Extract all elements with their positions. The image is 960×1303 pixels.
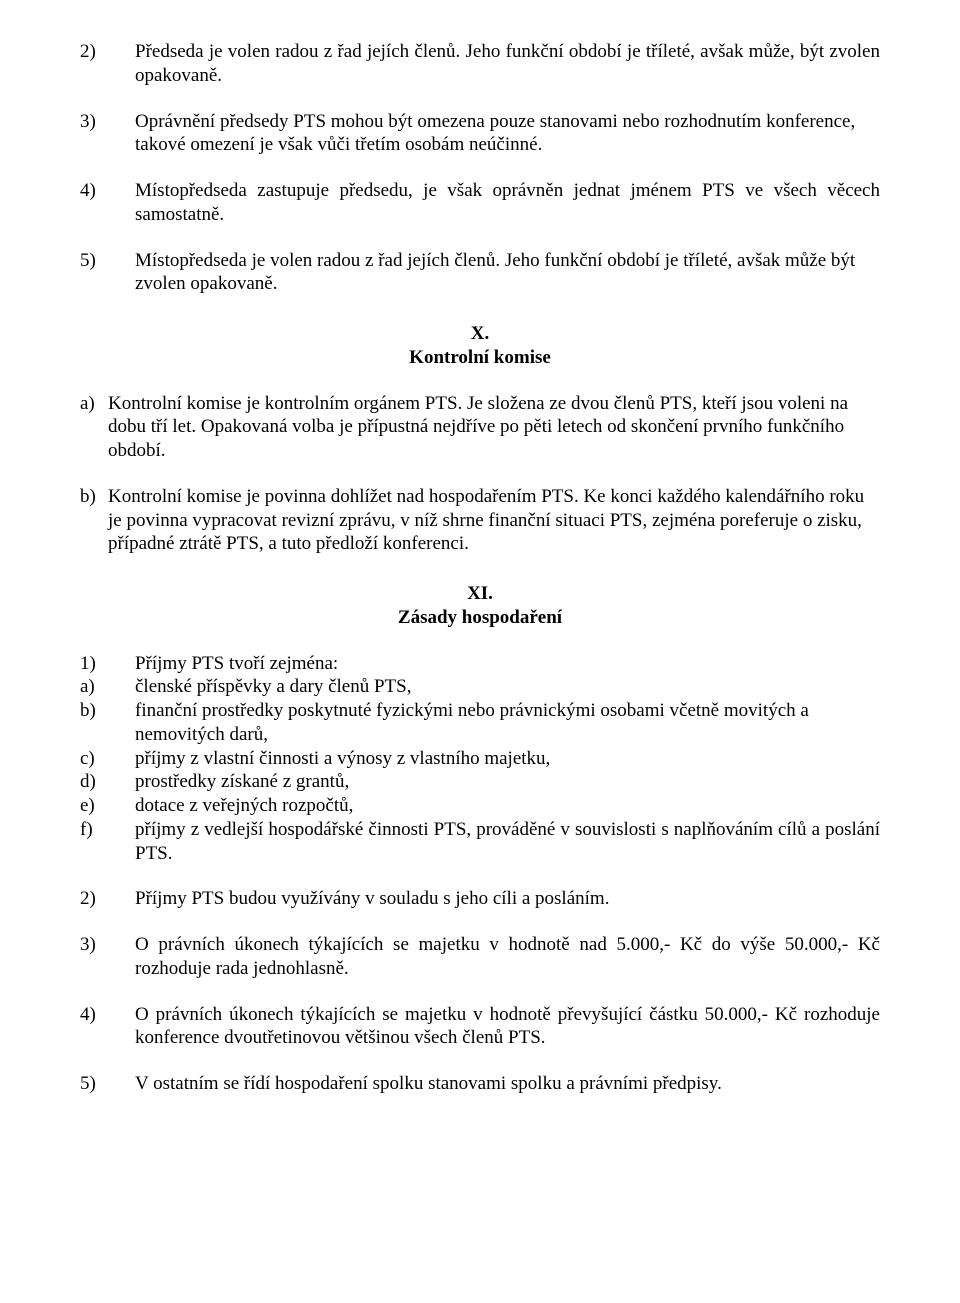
item-number: 3)	[80, 933, 135, 981]
item-text: Místopředseda je volen radou z řad jejíc…	[135, 249, 880, 297]
numbered-item: 3)Oprávnění předsedy PTS mohou být omeze…	[80, 110, 880, 158]
numbered-item: 4)Místopředseda zastupuje předsedu, je v…	[80, 179, 880, 227]
item-letter: b)	[80, 699, 135, 747]
section-x-title: Kontrolní komise	[80, 346, 880, 370]
section-x-heading: X. Kontrolní komise	[80, 322, 880, 370]
numbered-item: 5)V ostatním se řídí hospodaření spolku …	[80, 1072, 880, 1096]
numbered-item: 3)O právních úkonech týkajících se majet…	[80, 933, 880, 981]
section-xi-roman: XI.	[80, 582, 880, 606]
item-text: Kontrolní komise je povinna dohlížet nad…	[108, 485, 880, 556]
letter-item: e)dotace z veřejných rozpočtů,	[80, 794, 880, 818]
item-text: Příjmy PTS tvoří zejména:	[135, 652, 880, 676]
item-number: 5)	[80, 249, 135, 297]
item-text: Příjmy PTS budou využívány v souladu s j…	[135, 887, 880, 911]
letter-item: d)prostředky získané z grantů,	[80, 770, 880, 794]
item-text: Kontrolní komise je kontrolním orgánem P…	[108, 392, 880, 463]
xi-rest: 2)Příjmy PTS budou využívány v souladu s…	[80, 887, 880, 1096]
item-number: 2)	[80, 887, 135, 911]
item-number: 1)	[80, 652, 135, 676]
item-number: 4)	[80, 1003, 135, 1051]
numbered-item: 1)Příjmy PTS tvoří zejména:	[80, 652, 880, 676]
items-top: 2)Předseda je volen radou z řad jejích č…	[80, 40, 880, 296]
item-text: O právních úkonech týkajících se majetku…	[135, 933, 880, 981]
letter-item: b)Kontrolní komise je povinna dohlížet n…	[80, 485, 880, 556]
item-letter: d)	[80, 770, 135, 794]
item-number: 5)	[80, 1072, 135, 1096]
item-text: příjmy z vlastní činnosti a výnosy z vla…	[135, 747, 880, 771]
item-text: dotace z veřejných rozpočtů,	[135, 794, 880, 818]
numbered-item: 5)Místopředseda je volen radou z řad jej…	[80, 249, 880, 297]
section-xi-title: Zásady hospodaření	[80, 606, 880, 630]
numbered-item: 2)Příjmy PTS budou využívány v souladu s…	[80, 887, 880, 911]
section-xi-heading: XI. Zásady hospodaření	[80, 582, 880, 630]
item-text: prostředky získané z grantů,	[135, 770, 880, 794]
item-letter: c)	[80, 747, 135, 771]
letter-item: a)členské příspěvky a dary členů PTS,	[80, 675, 880, 699]
letter-item: b)finanční prostředky poskytnuté fyzický…	[80, 699, 880, 747]
item-letter: e)	[80, 794, 135, 818]
letters-x: a)Kontrolní komise je kontrolním orgánem…	[80, 392, 880, 557]
item-text: Oprávnění předsedy PTS mohou být omezena…	[135, 110, 880, 158]
letter-item: f)příjmy z vedlejší hospodářské činnosti…	[80, 818, 880, 866]
xi-block-1: 1)Příjmy PTS tvoří zejména:a)členské pří…	[80, 652, 880, 866]
document-page: 2)Předseda je volen radou z řad jejích č…	[0, 0, 960, 1303]
item-letter: b)	[80, 485, 108, 556]
item-text: členské příspěvky a dary členů PTS,	[135, 675, 880, 699]
item-text: Místopředseda zastupuje předsedu, je vša…	[135, 179, 880, 227]
numbered-item: 4)O právních úkonech týkajících se majet…	[80, 1003, 880, 1051]
section-x-roman: X.	[80, 322, 880, 346]
item-text: O právních úkonech týkajících se majetku…	[135, 1003, 880, 1051]
numbered-item: 2)Předseda je volen radou z řad jejích č…	[80, 40, 880, 88]
item-text: finanční prostředky poskytnuté fyzickými…	[135, 699, 880, 747]
letter-item: a)Kontrolní komise je kontrolním orgánem…	[80, 392, 880, 463]
item-letter: a)	[80, 675, 135, 699]
item-text: V ostatním se řídí hospodaření spolku st…	[135, 1072, 880, 1096]
item-letter: f)	[80, 818, 135, 866]
item-number: 3)	[80, 110, 135, 158]
item-text: příjmy z vedlejší hospodářské činnosti P…	[135, 818, 880, 866]
item-text: Předseda je volen radou z řad jejích čle…	[135, 40, 880, 88]
item-number: 2)	[80, 40, 135, 88]
item-number: 4)	[80, 179, 135, 227]
letter-item: c)příjmy z vlastní činnosti a výnosy z v…	[80, 747, 880, 771]
item-letter: a)	[80, 392, 108, 463]
